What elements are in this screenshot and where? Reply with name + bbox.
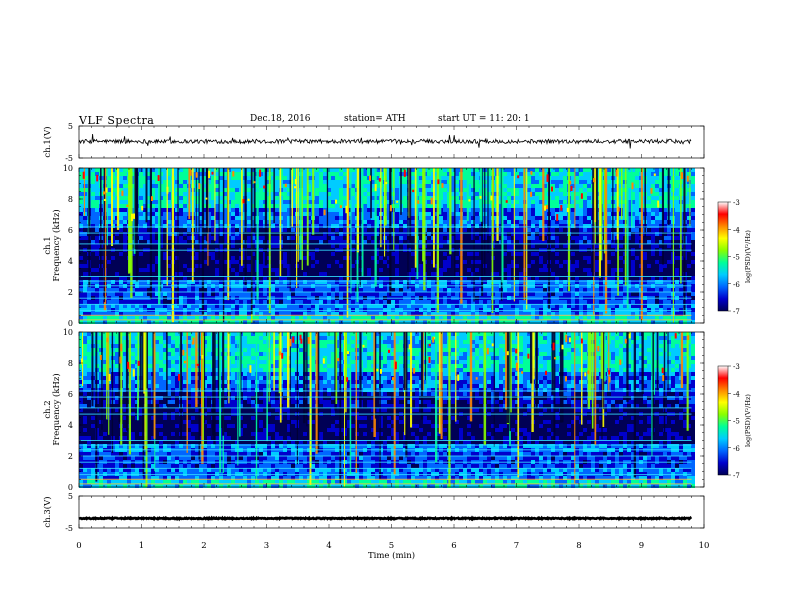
colorbar-tick-label: -5 bbox=[733, 418, 740, 426]
ch3-waveform-frame bbox=[78, 495, 705, 529]
ch1-spectrogram-image bbox=[79, 168, 695, 324]
x-tick-label: 3 bbox=[264, 541, 269, 551]
colorbar-tick-label: -4 bbox=[733, 226, 740, 234]
x-tick-label: 5 bbox=[389, 541, 394, 551]
y-tick-label: 8 bbox=[68, 359, 73, 368]
colorbar-tick-label: -7 bbox=[733, 308, 740, 316]
y-tick-label: 8 bbox=[68, 195, 73, 204]
ch1-spec-ylabel-channel: ch.1 bbox=[43, 236, 53, 254]
x-tick-label: 0 bbox=[76, 541, 81, 551]
y-tick-label: 5 bbox=[68, 122, 73, 131]
y-tick-label: 5 bbox=[68, 492, 73, 501]
y-tick-label: 4 bbox=[68, 421, 73, 430]
ch1-waveform-trace bbox=[78, 134, 692, 149]
y-tick-label: 6 bbox=[68, 390, 73, 399]
ch2-spec-ylabel-frequency: Frequency (kHz) bbox=[51, 373, 62, 445]
x-axis-label: Time (min) bbox=[368, 550, 415, 561]
y-tick-label: 0 bbox=[68, 319, 73, 328]
x-tick-label: 9 bbox=[639, 541, 644, 551]
y-tick-label: 10 bbox=[63, 164, 73, 173]
y-tick-label: 6 bbox=[68, 226, 73, 235]
station-label: station= ATH bbox=[344, 114, 406, 124]
y-tick-label: 2 bbox=[68, 452, 73, 461]
ch2-spectrogram-image bbox=[79, 332, 695, 488]
ch3-ylabel: ch.3(V) bbox=[42, 496, 53, 527]
ch1-spec-ylabel-frequency: Frequency (kHz) bbox=[51, 209, 62, 281]
y-tick-label: -5 bbox=[65, 524, 73, 533]
colorbar-tick-label: -6 bbox=[733, 281, 740, 289]
colorbar-tick-label: -5 bbox=[733, 254, 740, 262]
ch2-spec-ylabel-channel: ch.2 bbox=[43, 400, 53, 418]
x-tick-label: 1 bbox=[139, 541, 144, 551]
colorbar-tick-label: -3 bbox=[733, 363, 740, 371]
y-tick-label: 2 bbox=[68, 288, 73, 297]
colorbar-tick-label: -7 bbox=[733, 472, 740, 480]
colorbar-tick-label: -3 bbox=[733, 199, 740, 207]
x-tick-label: 10 bbox=[699, 541, 710, 551]
chart-title: VLF Spectra bbox=[79, 114, 155, 127]
ch2-spectrogram-colorbar bbox=[717, 365, 729, 476]
x-tick-label: 6 bbox=[451, 541, 456, 551]
start-time-label: start UT = 11: 20: 1 bbox=[438, 114, 530, 124]
x-tick-label: 7 bbox=[514, 541, 519, 551]
x-tick-label: 4 bbox=[326, 541, 331, 551]
y-tick-label: -5 bbox=[65, 154, 73, 163]
colorbar-label: log(PSD)(V²/Hz) bbox=[744, 394, 752, 447]
date-label: Dec.18, 2016 bbox=[250, 114, 311, 124]
colorbar-tick-label: -4 bbox=[733, 390, 740, 398]
y-tick-label: 0 bbox=[68, 483, 73, 492]
y-tick-label: 4 bbox=[68, 257, 73, 266]
y-tick-label: 10 bbox=[63, 328, 73, 337]
ch1-ylabel: ch.1(V) bbox=[42, 126, 53, 157]
x-tick-label: 2 bbox=[201, 541, 206, 551]
ch3-waveform-trace bbox=[78, 515, 693, 522]
ch1-spectrogram-colorbar bbox=[717, 201, 729, 312]
x-tick-label: 8 bbox=[576, 541, 581, 551]
colorbar-tick-label: -6 bbox=[733, 445, 740, 453]
colorbar-label: log(PSD)(V²/Hz) bbox=[744, 230, 752, 283]
